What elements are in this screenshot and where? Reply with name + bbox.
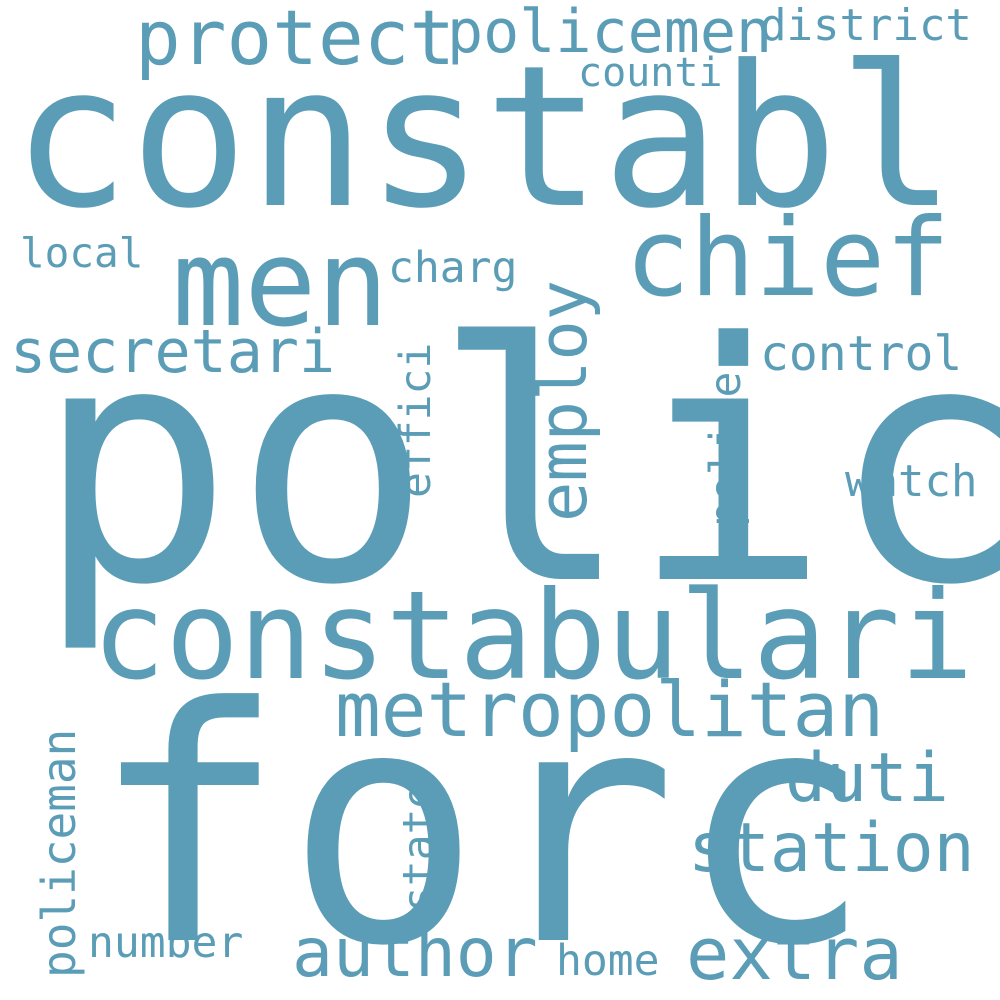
word-station: station [688, 809, 975, 888]
word-forc: forc [90, 638, 873, 1000]
word-charg: charg [388, 243, 518, 293]
word-policemen: policemen [447, 0, 773, 67]
word-secretari: secretari [10, 317, 336, 387]
word-employ: employ [524, 279, 602, 522]
word-district: district [760, 0, 972, 51]
word-local: local [20, 229, 144, 277]
word-counti: counti [578, 50, 723, 96]
word-police: police [701, 371, 751, 527]
word-chief: chief [625, 196, 951, 321]
word-constabl: constabl [12, 24, 957, 252]
word-author: author [292, 914, 538, 993]
word-control: control [760, 326, 963, 382]
word-metropolitan: metropolitan [335, 665, 885, 754]
word-polic: polic [35, 273, 1000, 657]
word-watch: watch [845, 456, 978, 507]
word-policeman: policeman [32, 728, 86, 978]
word-effici: effici [391, 342, 441, 498]
word-protect: protect [135, 0, 456, 82]
word-men: men [172, 215, 389, 354]
word-state: state [394, 782, 444, 912]
word-number: number [88, 918, 244, 968]
word-duti: duti [785, 739, 949, 818]
word-extra: extra [686, 912, 903, 996]
word-constabulari: constabulari [92, 565, 974, 707]
word-home: home [556, 936, 660, 986]
